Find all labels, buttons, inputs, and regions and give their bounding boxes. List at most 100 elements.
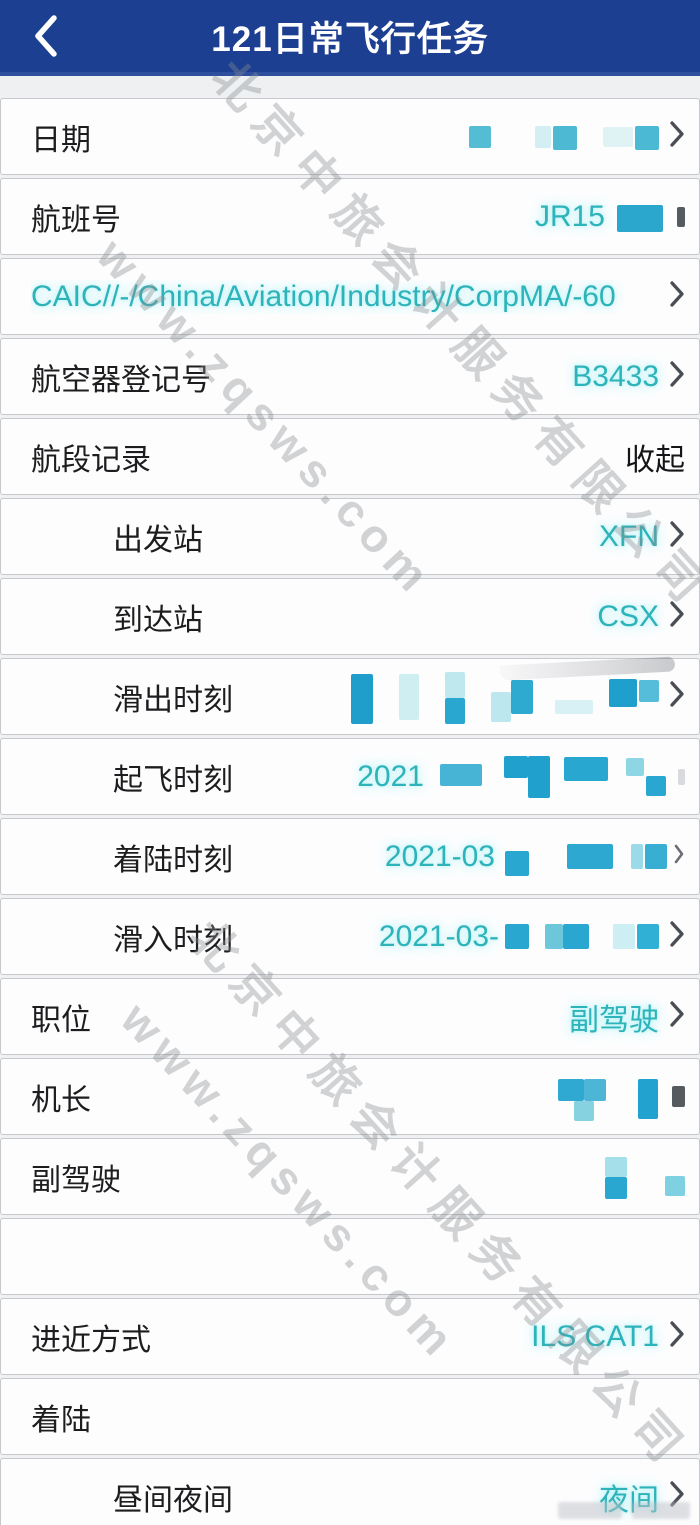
value-area-day-night: 夜间	[599, 1475, 685, 1519]
redacted-block	[617, 205, 663, 232]
row-segment-record[interactable]: 航段记录 收起	[0, 418, 700, 495]
photo-credit-watermark	[558, 1502, 690, 1519]
value-area-captain	[558, 1077, 685, 1121]
row-arrival-station[interactable]: 到达站 CSX	[0, 578, 700, 655]
row-copilot[interactable]: 副驾驶	[0, 1138, 700, 1215]
value-area-taxi-in-time: 2021-03-	[379, 920, 685, 954]
label-landing-section: 着陆	[31, 1403, 91, 1437]
label-copilot: 副驾驶	[31, 1163, 121, 1197]
row-blank	[0, 1218, 700, 1295]
value-segment-record: 收起	[625, 443, 685, 477]
form-list: 日期航班号 JR15 CAIC//-/China/Aviation/Industry…	[0, 76, 700, 1525]
label-captain: 机长	[31, 1083, 91, 1117]
redacted-block	[505, 851, 529, 876]
label-takeoff-time: 起飞时刻	[113, 763, 233, 797]
row-captain[interactable]: 机长	[0, 1058, 700, 1135]
redacted-block	[445, 671, 465, 698]
value-area-landing-time: 2021-03	[384, 839, 685, 876]
value-arrival-station: CSX	[597, 599, 659, 633]
row-landing-time[interactable]: 着陆时刻 2021-03	[0, 818, 700, 895]
partial-chevron-icon	[672, 1086, 685, 1107]
chevron-right-icon	[669, 280, 685, 313]
redacted-block	[440, 763, 482, 786]
chevron-right-icon	[669, 920, 685, 953]
label-segment-record: 航段记录	[31, 443, 151, 477]
label-day-night: 昼间夜间	[113, 1483, 233, 1517]
value-area-date	[469, 120, 685, 153]
value-area-approach-type: ILS CAT1	[531, 1320, 685, 1354]
redacted-block	[574, 1100, 594, 1121]
value-approach-type: ILS CAT1	[531, 1319, 659, 1353]
value-position: 副驾驶	[569, 1003, 659, 1037]
row-landing-section: 着陆	[0, 1378, 700, 1455]
redacted-block	[613, 924, 635, 949]
chevron-right-icon	[669, 520, 685, 553]
value-prefix-flight-number: JR15	[534, 199, 605, 233]
row-taxi-out-time[interactable]: 滑出时刻	[0, 656, 700, 735]
row-taxi-in-time[interactable]: 滑入时刻 2021-03-	[0, 898, 700, 975]
partial-chevron-icon	[677, 206, 685, 227]
value-area-taxi-out-time	[351, 671, 685, 724]
value-operator-code: CAIC//-/China/Aviation/Industry/CorpMA/-…	[31, 279, 616, 313]
value-area-operator-code	[659, 280, 685, 313]
row-date[interactable]: 日期	[0, 98, 700, 175]
redacted-block	[564, 756, 608, 781]
value-prefix-landing-time: 2021-03	[384, 839, 495, 873]
blurred-badge	[558, 1502, 622, 1519]
value-aircraft-registration: B3433	[572, 359, 659, 393]
chevron-right-icon	[669, 680, 685, 713]
value-departure-station: XFN	[599, 519, 659, 553]
redacted-block	[504, 755, 528, 778]
value-area-takeoff-time: 2021	[357, 755, 685, 798]
redacted-block	[563, 924, 589, 949]
app-header: 121日常飞行任务	[0, 0, 700, 76]
label-aircraft-registration: 航空器登记号	[31, 363, 211, 397]
value-day-night: 夜间	[599, 1483, 659, 1517]
row-takeoff-time[interactable]: 起飞时刻 2021	[0, 738, 700, 815]
redacted-block	[609, 678, 637, 707]
row-position[interactable]: 职位 副驾驶	[0, 978, 700, 1055]
redacted-block	[646, 775, 666, 796]
redacted-block	[399, 673, 419, 720]
row-day-night[interactable]: 昼间夜间 夜间	[0, 1458, 700, 1525]
row-approach-type[interactable]: 进近方式 ILS CAT1	[0, 1298, 700, 1375]
redacted-block	[351, 673, 373, 724]
value-area-departure-station: XFN	[599, 520, 685, 554]
label-approach-type: 进近方式	[31, 1323, 151, 1357]
chevron-right-icon	[669, 120, 685, 153]
chevron-right-icon	[669, 1320, 685, 1353]
row-aircraft-registration[interactable]: 航空器登记号 B3433	[0, 338, 700, 415]
back-icon[interactable]	[32, 14, 58, 58]
redacted-block	[555, 699, 593, 714]
redacted-block	[635, 125, 659, 150]
redacted-block	[491, 691, 511, 722]
row-operator-code[interactable]: CAIC//-/China/Aviation/Industry/CorpMA/-…	[0, 258, 700, 335]
redacted-block	[638, 1078, 658, 1119]
redacted-block	[637, 924, 659, 949]
row-departure-station[interactable]: 出发站 XFN	[0, 498, 700, 575]
row-flight-number[interactable]: 航班号 JR15	[0, 178, 700, 255]
chevron-right-icon	[669, 1000, 685, 1033]
chevron-right-icon	[669, 1480, 685, 1513]
redacted-block	[605, 1176, 627, 1199]
redacted-block	[558, 1078, 584, 1101]
redacted-block	[511, 679, 533, 714]
chevron-right-icon	[669, 600, 685, 633]
label-arrival-station: 到达站	[113, 603, 203, 637]
label-taxi-in-time: 滑入时刻	[113, 923, 233, 957]
label-flight-number: 航班号	[31, 203, 121, 237]
label-date: 日期	[31, 123, 91, 157]
redacted-block	[545, 924, 563, 949]
label-taxi-out-time: 滑出时刻	[113, 683, 233, 717]
value-area-segment-record: 收起	[625, 435, 685, 479]
value-area-copilot	[605, 1156, 685, 1199]
redacted-block	[603, 126, 633, 147]
redacted-block	[584, 1078, 606, 1101]
redacted-block	[469, 125, 491, 148]
redacted-block	[528, 755, 550, 798]
redacted-block	[645, 844, 667, 869]
blurred-badge	[632, 1502, 690, 1519]
redacted-block	[631, 844, 643, 869]
chevron-right-icon	[673, 843, 685, 870]
page-title: 121日常飞行任务	[211, 19, 489, 59]
